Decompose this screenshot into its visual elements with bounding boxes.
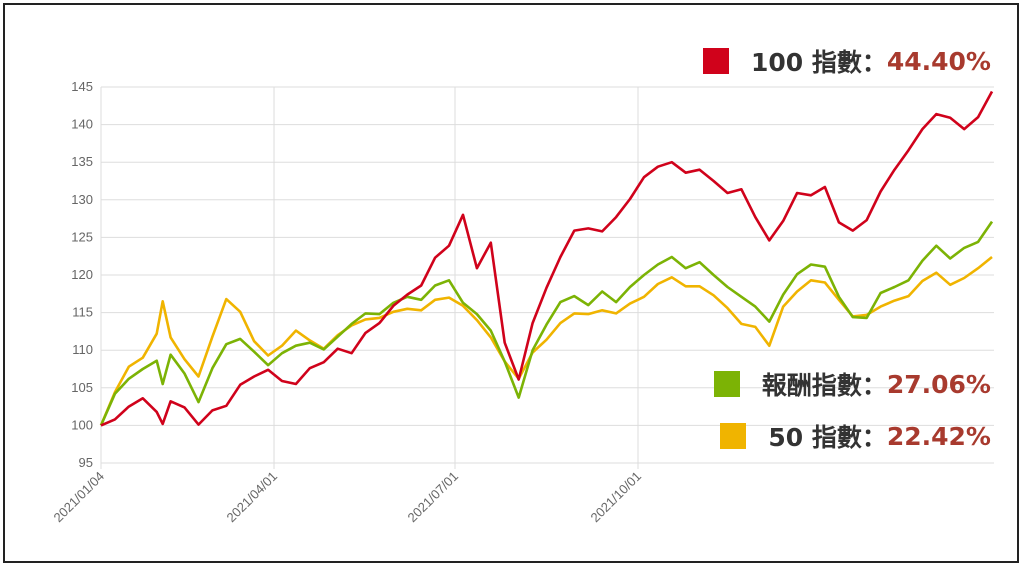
y-tick-label: 125 (71, 229, 93, 244)
line-chart: 95 100 105 110 115 120 125 130 135 140 145 2021/01… (50, 79, 994, 526)
x-axis-ticks: 2021/01/04 2021/04/01 2021/07/01 2021/10/01 (50, 469, 644, 526)
series-line-0 (100, 90, 994, 427)
legend-label-return-index: 報酬指數 (761, 371, 862, 400)
legend-value-return-index: 27.06% (886, 369, 991, 399)
x-tick-label: 2021/04/01 (224, 469, 281, 526)
legend-item-100-index: 100 指數： 44.40% (702, 41, 991, 81)
legend-swatch-100-index (702, 48, 729, 74)
y-tick-label: 110 (72, 342, 93, 357)
y-tick-label: 145 (71, 79, 93, 94)
y-tick-label: 135 (71, 154, 93, 169)
legend-label-50-index: 50 指數 (768, 423, 862, 452)
legend-swatch-50-index (720, 423, 747, 449)
y-tick-label: 130 (71, 192, 93, 207)
y-tick-label: 105 (71, 380, 93, 395)
legend-label-100-index: 100 指數 (750, 48, 862, 77)
chart-frame: 95 100 105 110 115 120 125 130 135 140 145 2021/01… (3, 3, 1019, 563)
legend-swatch-return-index (713, 371, 740, 397)
chart-grid (100, 86, 994, 469)
x-tick-label: 2021/10/01 (587, 469, 644, 526)
series-line-1 (99, 220, 994, 426)
series-lines (99, 90, 994, 427)
series-line-2 (99, 255, 993, 426)
legend-value-100-index: 44.40% (886, 46, 991, 76)
legend-item-50-index: 50 指數： 22.42% (720, 416, 991, 456)
y-axis-ticks: 95 100 105 110 115 120 125 130 135 140 145 (71, 79, 93, 470)
y-tick-label: 115 (72, 305, 93, 320)
legend-value-50-index: 22.42% (886, 421, 991, 451)
y-tick-label: 100 (71, 417, 93, 432)
x-tick-label: 2021/07/01 (405, 469, 462, 526)
x-tick-label: 2021/01/04 (50, 469, 107, 526)
y-tick-label: 120 (71, 267, 93, 282)
legend-separator: ： (861, 371, 887, 400)
legend-separator: ： (861, 48, 887, 77)
y-tick-label: 95 (79, 455, 93, 470)
y-tick-label: 140 (71, 117, 93, 132)
legend-separator: ： (861, 423, 887, 452)
legend-item-return-index: 報酬指數： 27.06% (713, 364, 991, 404)
